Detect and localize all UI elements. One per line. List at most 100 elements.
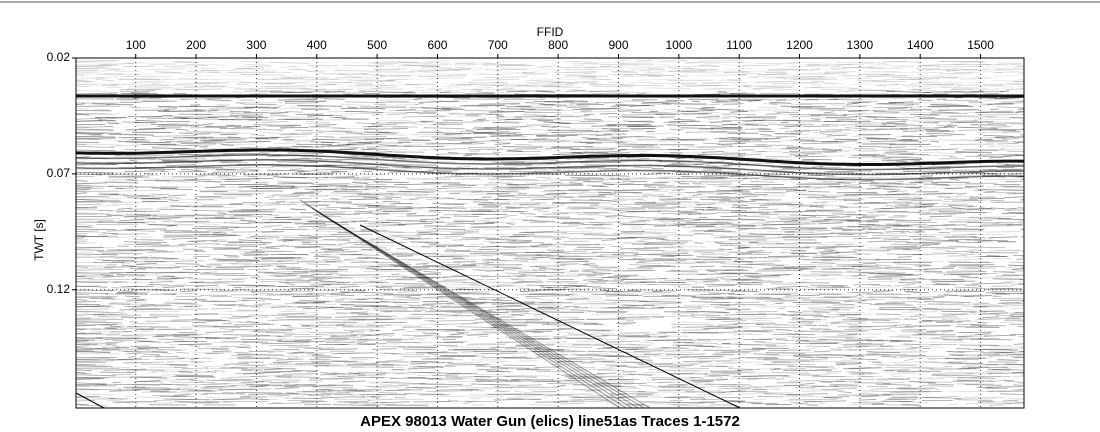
texture-stroke xyxy=(116,325,909,329)
texture-stroke xyxy=(75,237,982,242)
texture-stroke xyxy=(130,267,1025,271)
texture-stroke xyxy=(152,370,1025,375)
texture-stroke xyxy=(135,243,939,246)
texture-stroke xyxy=(75,69,1025,75)
texture-stroke xyxy=(124,394,1006,399)
texture-stroke xyxy=(121,263,1025,267)
texture-stroke xyxy=(75,320,989,324)
texture-stroke xyxy=(75,230,1021,234)
texture-stroke xyxy=(75,137,994,141)
texture-stroke xyxy=(75,217,1002,222)
texture-stroke xyxy=(115,98,1008,102)
texture-stroke xyxy=(75,235,986,239)
texture-stroke xyxy=(126,140,1025,145)
texture-stroke xyxy=(177,360,967,364)
texture-stroke xyxy=(121,315,1025,320)
texture-stroke xyxy=(170,205,1025,210)
texture-stroke xyxy=(75,142,932,147)
texture-stroke xyxy=(147,371,1025,377)
texture-stroke xyxy=(75,70,979,74)
texture-stroke xyxy=(148,282,1025,287)
texture-stroke xyxy=(75,249,1020,255)
reflector-horizon xyxy=(75,159,1024,176)
texture-stroke xyxy=(75,127,1025,132)
texture-stroke xyxy=(97,250,1025,254)
texture-stroke xyxy=(75,329,954,334)
texture-stroke xyxy=(75,72,973,77)
texture-stroke xyxy=(75,247,1025,252)
texture-stroke xyxy=(141,142,931,146)
texture-stroke xyxy=(75,337,1013,342)
texture-stroke xyxy=(75,194,1025,200)
texture-stroke xyxy=(97,117,1011,121)
texture-stroke xyxy=(102,297,1024,302)
texture-stroke xyxy=(199,189,939,194)
texture-stroke xyxy=(75,232,976,237)
texture-stroke xyxy=(92,312,1025,316)
texture-stroke xyxy=(163,108,1025,112)
texture-stroke xyxy=(76,274,979,279)
texture-stroke xyxy=(75,119,994,125)
texture-stroke xyxy=(75,192,967,196)
texture-stroke xyxy=(98,315,1025,319)
texture-stroke xyxy=(151,392,892,397)
texture-stroke xyxy=(90,330,996,335)
texture-stroke xyxy=(140,354,1025,359)
texture-stroke xyxy=(75,342,1025,347)
dipping-event xyxy=(329,219,651,409)
texture-stroke xyxy=(282,75,991,79)
texture-stroke xyxy=(338,379,1025,384)
texture-stroke xyxy=(75,190,1017,195)
texture-stroke xyxy=(75,219,1025,225)
texture-stroke xyxy=(125,299,1025,305)
texture-stroke xyxy=(255,180,1025,184)
texture-stroke xyxy=(95,335,1025,339)
texture-stroke xyxy=(75,125,1012,130)
texture-stroke xyxy=(230,210,931,214)
texture-stroke xyxy=(202,164,968,169)
texture-stroke xyxy=(130,277,976,282)
x-tick-label: 1100 xyxy=(726,38,752,52)
texture-stroke xyxy=(148,62,1007,66)
texture-stroke xyxy=(75,302,1020,306)
texture-stroke xyxy=(75,187,995,192)
texture-stroke xyxy=(95,114,1025,119)
texture-stroke xyxy=(75,209,1022,214)
texture-stroke xyxy=(123,215,1012,220)
texture-stroke xyxy=(75,207,1025,212)
texture-stroke xyxy=(234,226,934,229)
texture-stroke xyxy=(75,62,1009,66)
texture-stroke xyxy=(75,233,854,236)
texture-stroke xyxy=(75,362,1025,366)
texture-stroke xyxy=(75,202,968,207)
texture-stroke xyxy=(75,287,1025,291)
texture-stroke xyxy=(75,402,1024,407)
texture-stroke xyxy=(130,247,912,252)
texture-stroke xyxy=(75,237,1009,242)
texture-stroke xyxy=(75,350,1011,355)
x-tick-label: 200 xyxy=(186,38,206,52)
texture-stroke xyxy=(114,78,1025,82)
texture-stroke xyxy=(134,81,962,85)
texture-stroke xyxy=(75,400,1025,404)
texture-stroke xyxy=(106,102,1025,106)
texture-stroke xyxy=(75,274,1019,279)
texture-stroke xyxy=(171,292,1025,297)
texture-stroke xyxy=(75,64,981,70)
texture-stroke xyxy=(189,342,957,347)
texture-stroke xyxy=(131,130,1023,135)
dipping-event xyxy=(305,203,627,409)
texture-stroke xyxy=(75,104,950,109)
texture-stroke xyxy=(75,128,1025,132)
texture-stroke xyxy=(75,357,980,361)
texture-stroke xyxy=(109,269,1016,275)
texture-stroke xyxy=(124,240,1017,245)
texture-stroke xyxy=(75,80,1025,84)
texture-stroke xyxy=(130,279,1025,285)
texture-stroke xyxy=(75,339,884,345)
reflector-horizon xyxy=(75,164,1024,181)
texture-stroke xyxy=(76,352,1025,357)
texture-stroke xyxy=(75,284,851,290)
texture-stroke xyxy=(75,245,956,249)
chart-title: APEX 98013 Water Gun (elics) line51as Tr… xyxy=(360,413,740,430)
